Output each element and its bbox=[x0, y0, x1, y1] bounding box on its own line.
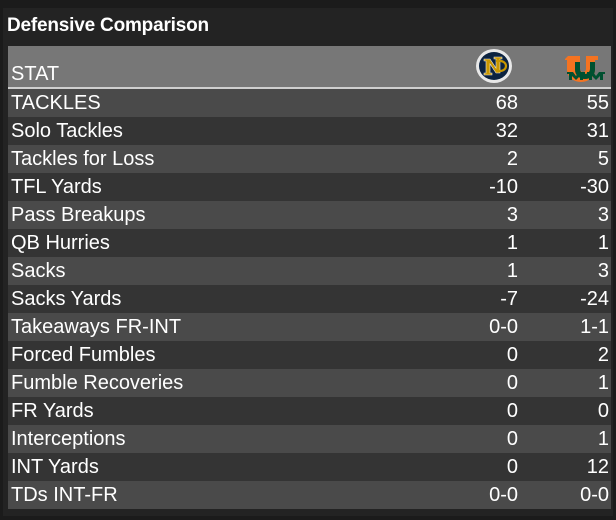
notre-dame-logo-icon bbox=[476, 49, 512, 83]
notre-dame-value: 3 bbox=[506, 204, 518, 226]
table-row: Pass Breakups 3 3 bbox=[8, 201, 611, 229]
table-row: Fumble Recoveries 0 1 bbox=[8, 369, 611, 397]
notre-dame-value: 0 bbox=[506, 344, 518, 366]
panel-title: Defensive Comparison bbox=[7, 15, 209, 36]
miami-value: 55 bbox=[586, 92, 609, 114]
table-row: TACKLES 68 55 bbox=[8, 89, 611, 117]
table-row: FR Yards 0 0 bbox=[8, 397, 611, 425]
miami-value: 0 bbox=[597, 400, 609, 422]
notre-dame-value: 2 bbox=[506, 148, 518, 170]
stat-label: Interceptions bbox=[11, 428, 126, 450]
defensive-comparison-panel: Defensive Comparison STAT TACKLES 68 55 Sol… bbox=[3, 8, 613, 516]
miami-value: 12 bbox=[586, 456, 609, 478]
table-row: Tackles for Loss 2 5 bbox=[8, 145, 611, 173]
table-header: STAT bbox=[8, 46, 611, 89]
stat-label: Pass Breakups bbox=[11, 204, 146, 226]
notre-dame-value: 0 bbox=[506, 456, 518, 478]
miami-value: -30 bbox=[580, 176, 609, 198]
miami-value: -24 bbox=[580, 288, 609, 310]
stat-label: TFL Yards bbox=[11, 176, 102, 198]
stat-label: Sacks bbox=[11, 260, 66, 282]
stat-label: Sacks Yards bbox=[11, 288, 122, 310]
stat-label: Fumble Recoveries bbox=[11, 372, 184, 394]
table-row: TFL Yards -10 -30 bbox=[8, 173, 611, 201]
stat-label: Tackles for Loss bbox=[11, 148, 155, 170]
miami-value: 1 bbox=[597, 428, 609, 450]
table-row: INT Yards 0 12 bbox=[8, 453, 611, 481]
table-row: Sacks 1 3 bbox=[8, 257, 611, 285]
table-row: Forced Fumbles 0 2 bbox=[8, 341, 611, 369]
notre-dame-value: 0 bbox=[506, 372, 518, 394]
comparison-table: STAT TACKLES 68 55 Solo Tackles 32 31 Tackles … bbox=[8, 46, 611, 509]
stat-label: TDs INT-FR bbox=[11, 484, 118, 506]
stat-label: INT Yards bbox=[11, 456, 99, 478]
stat-label: Forced Fumbles bbox=[11, 344, 156, 366]
table-row: Sacks Yards -7 -24 bbox=[8, 285, 611, 313]
stat-label: Solo Tackles bbox=[11, 120, 123, 142]
table-body: TACKLES 68 55 Solo Tackles 32 31 Tackles for L… bbox=[8, 89, 611, 509]
table-row: TDs INT-FR 0-0 0-0 bbox=[8, 481, 611, 509]
miami-value: 0-0 bbox=[580, 484, 609, 506]
notre-dame-value: 32 bbox=[495, 120, 518, 142]
table-row: Interceptions 0 1 bbox=[8, 425, 611, 453]
table-row: Takeaways FR-INT 0-0 1-1 bbox=[8, 313, 611, 341]
notre-dame-value: 0 bbox=[506, 400, 518, 422]
notre-dame-value: -10 bbox=[489, 176, 518, 198]
stat-label: QB Hurries bbox=[11, 232, 110, 254]
notre-dame-value: 1 bbox=[506, 232, 518, 254]
miami-logo-icon bbox=[565, 56, 605, 82]
stat-label: FR Yards bbox=[11, 400, 94, 422]
miami-value: 3 bbox=[597, 260, 609, 282]
notre-dame-value: -7 bbox=[500, 288, 518, 310]
miami-value: 1 bbox=[597, 232, 609, 254]
stat-label: Takeaways FR-INT bbox=[11, 316, 182, 338]
stat-column-header: STAT bbox=[11, 63, 60, 85]
miami-value: 31 bbox=[586, 120, 609, 142]
stat-label: TACKLES bbox=[11, 92, 101, 114]
miami-value: 3 bbox=[597, 204, 609, 226]
table-row: Solo Tackles 32 31 bbox=[8, 117, 611, 145]
notre-dame-value: 1 bbox=[506, 260, 518, 282]
notre-dame-value: 0 bbox=[506, 428, 518, 450]
miami-value: 1 bbox=[597, 372, 609, 394]
miami-value: 5 bbox=[597, 148, 609, 170]
notre-dame-value: 0-0 bbox=[489, 484, 518, 506]
table-row: QB Hurries 1 1 bbox=[8, 229, 611, 257]
notre-dame-value: 68 bbox=[495, 92, 518, 114]
miami-value: 1-1 bbox=[580, 316, 609, 338]
notre-dame-value: 0-0 bbox=[489, 316, 518, 338]
miami-value: 2 bbox=[597, 344, 609, 366]
